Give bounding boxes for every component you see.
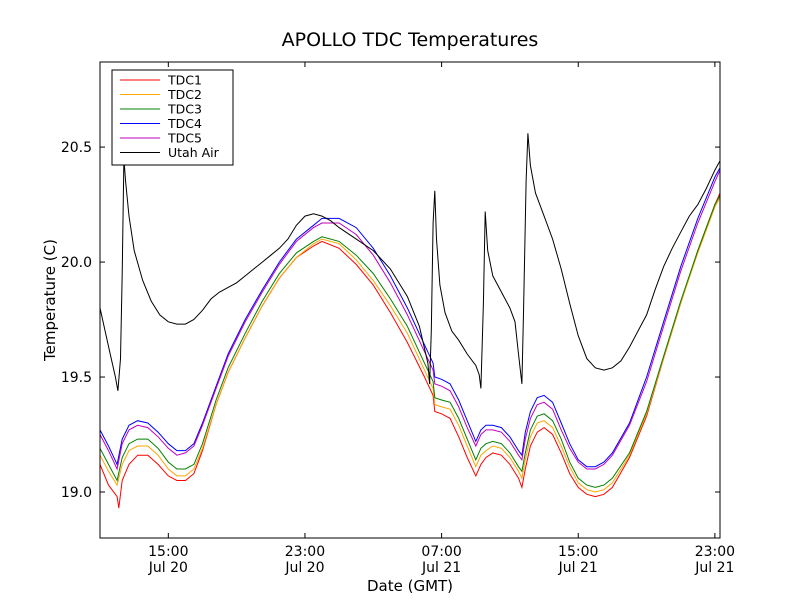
series-line-4 xyxy=(100,169,720,471)
legend-label-4: TDC5 xyxy=(167,131,202,146)
legend-label-1: TDC2 xyxy=(167,87,202,102)
series-line-5 xyxy=(100,133,720,391)
x-tick-time-0: 15:00 xyxy=(148,544,188,560)
chart-title: APOLLO TDC Temperatures xyxy=(282,29,539,51)
x-tick-date-4: Jul 21 xyxy=(694,560,734,576)
x-tick-date-1: Jul 20 xyxy=(284,560,324,576)
plot-area xyxy=(100,133,720,509)
series-line-3 xyxy=(100,167,720,468)
x-tick-date-3: Jul 21 xyxy=(558,560,598,576)
series-line-2 xyxy=(100,195,720,488)
y-tick-label-0: 19.0 xyxy=(61,485,92,501)
legend-label-0: TDC1 xyxy=(167,73,202,88)
series-line-1 xyxy=(100,197,720,493)
x-tick-time-1: 23:00 xyxy=(285,544,325,560)
legend-label-2: TDC3 xyxy=(167,102,202,117)
y-tick-label-3: 20.5 xyxy=(61,140,92,156)
legend-box xyxy=(111,69,234,166)
x-tick-time-4: 23:00 xyxy=(695,544,735,560)
y-axis-label: Temperature (C) xyxy=(41,239,59,362)
legend-label-5: Utah Air xyxy=(168,145,220,160)
x-tick-date-2: Jul 21 xyxy=(421,560,461,576)
series-line-0 xyxy=(100,192,720,509)
x-tick-time-3: 15:00 xyxy=(558,544,598,560)
x-tick-time-2: 07:00 xyxy=(421,544,461,560)
y-tick-label-1: 19.5 xyxy=(61,370,92,386)
legend-label-3: TDC4 xyxy=(167,116,202,131)
x-tick-date-0: Jul 20 xyxy=(148,560,188,576)
plot-frame xyxy=(99,61,721,539)
x-axis-label: Date (GMT) xyxy=(367,577,453,595)
y-tick-label-2: 20.0 xyxy=(61,255,92,271)
